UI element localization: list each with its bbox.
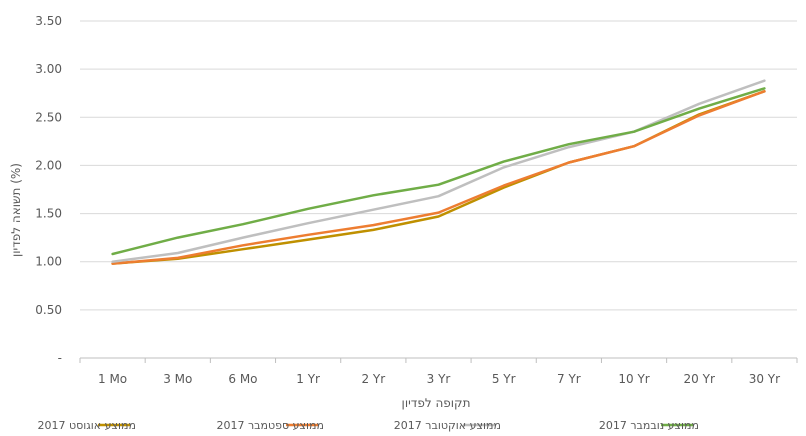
y-axis-ticks: - 0.50 1.00 1.50 2.00 2.50 3.00 3.50 <box>35 14 62 365</box>
y-tick-label: 0.50 <box>35 303 62 317</box>
legend-label: ממוצע נובמבר 2017 <box>599 419 699 432</box>
x-axis-ticks: 1 Mo 3 Mo 6 Mo 1 Yr 2 Yr 3 Yr 5 Yr 7 Yr 10 Yr 20 … <box>79 358 798 386</box>
y-tick-label: 2.50 <box>35 110 62 124</box>
x-tick-label: 10 Yr <box>618 372 649 386</box>
legend: ממוצע אוגוסט 2017 ממוצע ספטמבר 2017 ממוצע … <box>38 419 700 432</box>
y-tick-label: 2.00 <box>35 158 62 172</box>
series-lines <box>111 79 766 265</box>
series-line-2 <box>111 90 766 265</box>
x-tick-label: 6 Mo <box>228 372 257 386</box>
gridlines <box>80 20 797 359</box>
y-tick-label: 1.50 <box>35 207 62 221</box>
x-tick-label: 3 Yr <box>427 372 451 386</box>
legend-label: ממוצע אוגוסט 2017 <box>38 419 137 432</box>
legend-label: ממוצע ספטמבר 2017 <box>216 419 324 432</box>
x-tick-label: 1 Yr <box>296 372 320 386</box>
y-tick-label: - <box>58 351 62 365</box>
x-axis-label: תקופה לפדיון <box>402 396 471 410</box>
x-tick-label: 20 Yr <box>684 372 715 386</box>
x-tick-label: 7 Yr <box>557 372 581 386</box>
series-line-3 <box>111 79 766 263</box>
x-tick-label: 3 Mo <box>163 372 192 386</box>
y-tick-label: 1.00 <box>35 255 62 269</box>
y-tick-label: 3.50 <box>35 14 62 28</box>
y-axis-label: תשואה לפדיון (%) <box>9 163 23 257</box>
x-tick-label: 2 Yr <box>361 372 385 386</box>
y-tick-label: 3.00 <box>35 62 62 76</box>
x-tick-label: 30 Yr <box>749 372 780 386</box>
x-tick-label: 5 Yr <box>492 372 516 386</box>
x-tick-label: 1 Mo <box>98 372 127 386</box>
series-line-4 <box>111 87 766 256</box>
legend-label: ממוצע אוקטובר 2017 <box>394 419 501 432</box>
